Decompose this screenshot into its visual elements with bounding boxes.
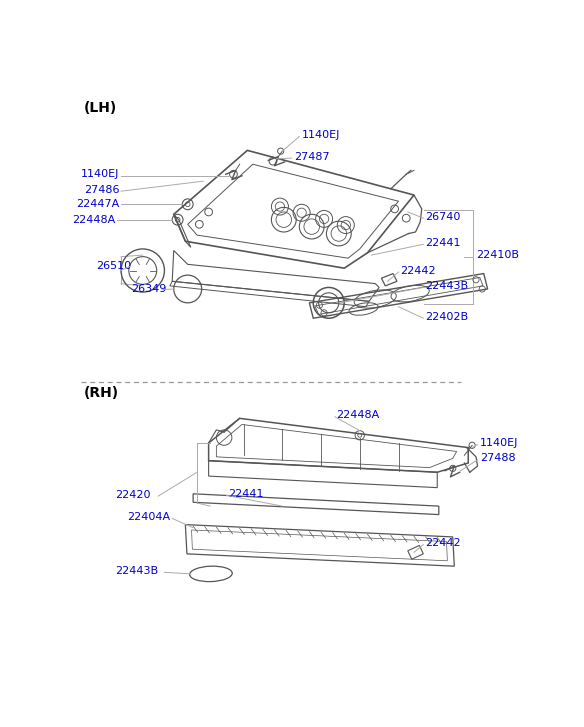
Text: 22441: 22441 <box>426 238 461 248</box>
Text: 27488: 27488 <box>480 454 516 463</box>
Text: 1140EJ: 1140EJ <box>81 169 120 180</box>
Text: (LH): (LH) <box>84 101 117 115</box>
Text: 22402B: 22402B <box>426 312 469 322</box>
Text: 1140EJ: 1140EJ <box>480 438 518 448</box>
Text: 22448A: 22448A <box>336 410 380 420</box>
Text: 27487: 27487 <box>294 151 329 161</box>
Text: 22443B: 22443B <box>116 566 159 576</box>
Text: 22420: 22420 <box>116 490 151 500</box>
Text: 22443B: 22443B <box>426 281 469 291</box>
Text: 22442: 22442 <box>400 265 436 276</box>
Text: 22410B: 22410B <box>476 250 519 260</box>
Text: 1140EJ: 1140EJ <box>301 130 340 140</box>
Text: 26349: 26349 <box>131 284 166 294</box>
Text: 22448A: 22448A <box>72 214 116 225</box>
Text: 26740: 26740 <box>426 212 461 222</box>
Text: 22442: 22442 <box>426 538 461 548</box>
Text: (RH): (RH) <box>84 386 119 400</box>
Text: 22441: 22441 <box>228 489 263 499</box>
Text: 27486: 27486 <box>84 185 120 195</box>
Text: 22404A: 22404A <box>127 512 171 522</box>
Text: 26510: 26510 <box>96 261 131 271</box>
Text: 22447A: 22447A <box>77 199 120 209</box>
